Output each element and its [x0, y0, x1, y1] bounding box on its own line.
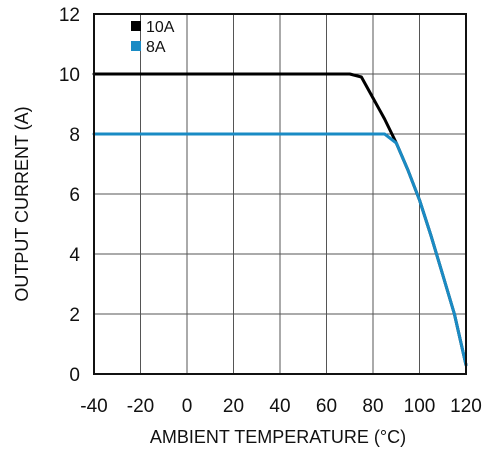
y-tick-label: 6 — [69, 185, 80, 206]
plot-frame — [93, 13, 467, 375]
x-tick-label: 80 — [362, 396, 383, 417]
x-tick-label: 40 — [269, 396, 290, 417]
x-tick-label: 120 — [450, 396, 482, 417]
legend-swatch-10A — [131, 21, 141, 31]
series-lines — [92, 72, 468, 367]
series-line-8A — [92, 132, 468, 367]
x-tick-label: -40 — [80, 396, 107, 417]
x-tick-label: 100 — [404, 396, 436, 417]
y-tick-label: 12 — [59, 5, 80, 26]
legend-label-10A: 10A — [146, 19, 175, 36]
x-tick-label: 20 — [223, 396, 244, 417]
x-tick-labels: -40 -20 0 20 40 60 80 100 120 — [80, 396, 482, 417]
y-tick-label: 2 — [69, 305, 80, 326]
y-tick-labels: 0 2 4 6 8 10 12 — [59, 5, 81, 386]
y-axis-title: OUTPUT CURRENT (A) — [12, 106, 32, 301]
x-tick-label: -20 — [127, 396, 154, 417]
y-tick-label: 4 — [69, 245, 80, 266]
y-tick-label: 8 — [69, 125, 80, 146]
legend-swatch-8A — [131, 41, 141, 51]
x-tick-label: 60 — [316, 396, 337, 417]
legend-label-8A: 8A — [146, 39, 166, 56]
x-tick-label: 0 — [182, 396, 193, 417]
y-tick-label: 0 — [69, 365, 80, 386]
grid — [93, 13, 467, 375]
x-axis-title: AMBIENT TEMPERATURE (°C) — [150, 427, 406, 447]
y-tick-label: 10 — [59, 65, 80, 86]
